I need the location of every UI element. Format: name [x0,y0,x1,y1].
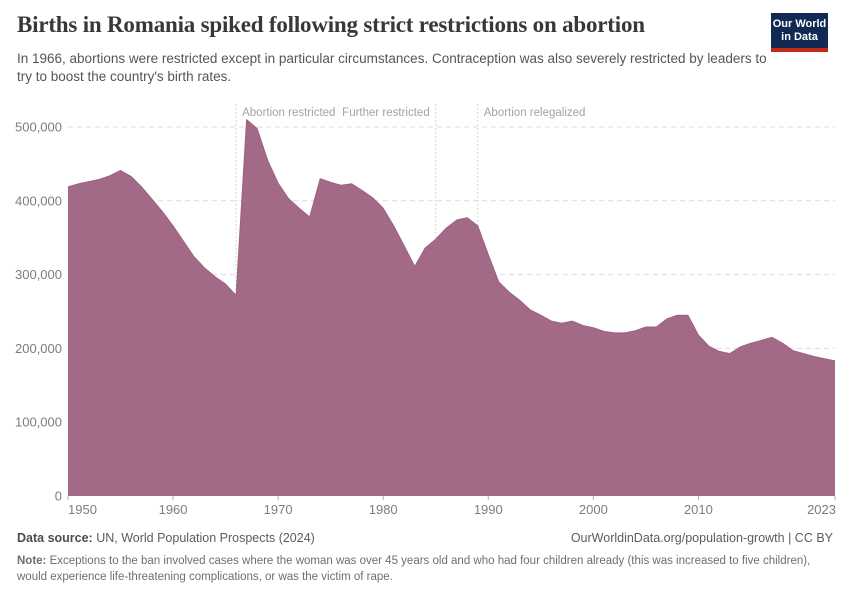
footnote: Note: Exceptions to the ban involved cas… [17,554,813,585]
x-tick-label: 1980 [369,502,398,517]
attribution-link[interactable]: OurWorldinData.org/population-growth | C… [570,531,833,545]
x-tick-label: 1990 [474,502,503,517]
owid-logo-line2: in Data [781,30,818,43]
y-tick-label: 400,000 [15,193,62,208]
event-label: Further restricted [342,107,430,119]
page-subtitle: In 1966, abortions were restricted excep… [17,51,767,84]
x-tick-label: 2023 [807,502,836,517]
x-tick-label: 2000 [579,502,608,517]
data-source: Data source: UN, World Population Prospe… [17,531,315,545]
y-tick-label: 200,000 [15,341,62,356]
page-title: Births in Romania spiked following stric… [17,12,645,37]
data-source-label: Data source: [17,531,93,545]
area-path[interactable] [68,119,835,496]
data-source-text: UN, World Population Prospects (2024) [92,531,315,545]
owid-logo[interactable]: Our World in Data [771,13,828,48]
x-tick-label: 1960 [159,502,188,517]
area-top-line [67,119,836,362]
chart-footer: Data source: UN, World Population Prospe… [17,531,833,545]
owid-logo-stripe [771,48,828,52]
owid-logo-line1: Our World [772,18,827,30]
footnote-label: Note: [17,555,47,567]
x-tick-label: 2010 [684,502,713,517]
footnote-text: Exceptions to the ban involved cases whe… [17,555,811,583]
y-tick-label: 0 [55,489,62,504]
event-label: Abortion relegalized [484,107,586,119]
event-label: Abortion restricted [242,107,335,119]
x-tick-label: 1950 [68,502,97,517]
x-tick-label: 1970 [264,502,293,517]
y-tick-label: 300,000 [15,267,62,282]
y-tick-label: 100,000 [15,415,62,430]
y-tick-label: 500,000 [15,120,62,135]
